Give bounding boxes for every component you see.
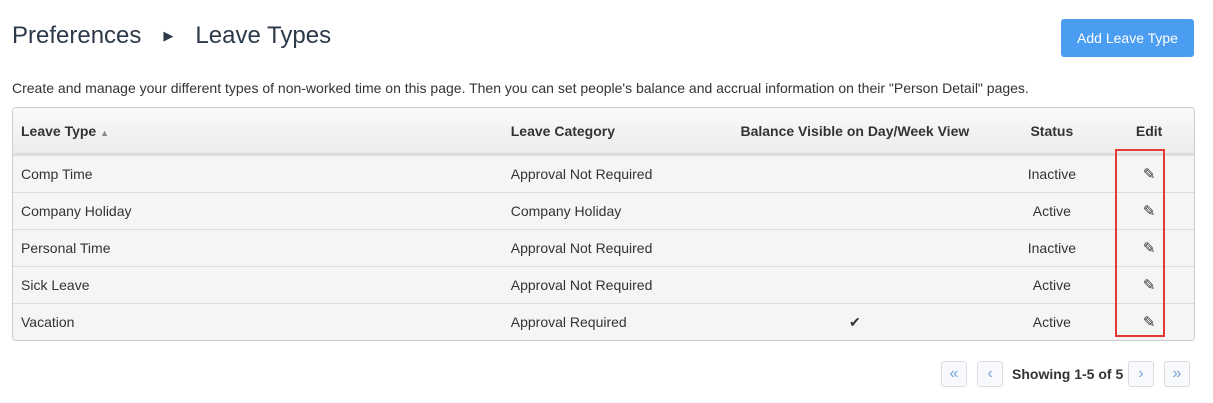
leave-category: Approval Required (510, 314, 627, 330)
table-row: Company Holiday Company Holiday Active ✎ (13, 192, 1194, 229)
pencil-icon: ✎ (1142, 203, 1156, 220)
breadcrumb-separator-icon: ▶ (163, 28, 174, 43)
pager-first-prev: « ‹ (941, 360, 1003, 387)
page-description: Create and manage your different types o… (12, 80, 1029, 96)
add-leave-type-button[interactable]: Add Leave Type (1061, 19, 1194, 57)
edit-column-highlight (1115, 149, 1165, 337)
column-balance-visible[interactable]: Balance Visible on Day/Week View (740, 122, 970, 139)
column-leave-category[interactable]: Leave Category (510, 122, 616, 139)
table-row: Personal Time Approval Not Required Inac… (13, 229, 1194, 266)
leave-type-name: Sick Leave (21, 277, 90, 293)
status: Inactive (1027, 240, 1076, 256)
edit-button[interactable]: ✎ (1104, 276, 1194, 294)
page-title: Leave Types (195, 22, 332, 49)
leave-type-name: Company Holiday (21, 203, 132, 219)
leave-category: Approval Not Required (510, 240, 653, 256)
pagination-status: Showing 1-5 of 5 (1012, 365, 1124, 382)
table-row: Vacation Approval Required ✔ Active ✎ (13, 303, 1194, 340)
next-page-button[interactable]: › (1128, 360, 1154, 387)
pencil-icon: ✎ (1142, 277, 1156, 294)
leave-type-name: Personal Time (21, 240, 111, 256)
balance-visible-check-icon: ✔ (849, 313, 861, 330)
sort-asc-icon: ▲ (100, 127, 110, 138)
table-header: Leave Type ▲ Leave Category Balance Visi… (13, 108, 1194, 155)
leave-type-name: Comp Time (21, 166, 93, 182)
leave-category: Company Holiday (510, 203, 622, 219)
pencil-icon: ✎ (1142, 314, 1156, 331)
prev-page-button[interactable]: ‹ (977, 360, 1003, 387)
leave-type-name: Vacation (21, 314, 75, 330)
edit-button[interactable]: ✎ (1104, 165, 1194, 183)
status: Active (1032, 277, 1071, 293)
leave-category: Approval Not Required (510, 277, 653, 293)
column-leave-type[interactable]: Leave Type ▲ (21, 122, 110, 139)
pencil-icon: ✎ (1142, 240, 1156, 257)
pencil-icon: ✎ (1142, 166, 1156, 183)
breadcrumb: Preferences ▶ Leave Types (12, 22, 331, 50)
column-edit: Edit (1135, 122, 1163, 139)
table-row: Comp Time Approval Not Required Inactive… (13, 155, 1194, 192)
status: Active (1032, 203, 1071, 219)
last-page-button[interactable]: » (1164, 360, 1190, 387)
edit-button[interactable]: ✎ (1104, 202, 1194, 220)
edit-button[interactable]: ✎ (1104, 313, 1194, 331)
first-page-button[interactable]: « (941, 360, 967, 387)
status: Active (1032, 314, 1071, 330)
column-status[interactable]: Status (1030, 122, 1074, 139)
edit-button[interactable]: ✎ (1104, 239, 1194, 257)
status: Inactive (1027, 166, 1076, 182)
table-row: Sick Leave Approval Not Required Active … (13, 266, 1194, 303)
leave-types-table: Leave Type ▲ Leave Category Balance Visi… (12, 107, 1195, 341)
pager-next-last: › » (1128, 360, 1190, 387)
breadcrumb-preferences[interactable]: Preferences (12, 22, 142, 49)
leave-category: Approval Not Required (510, 166, 653, 182)
